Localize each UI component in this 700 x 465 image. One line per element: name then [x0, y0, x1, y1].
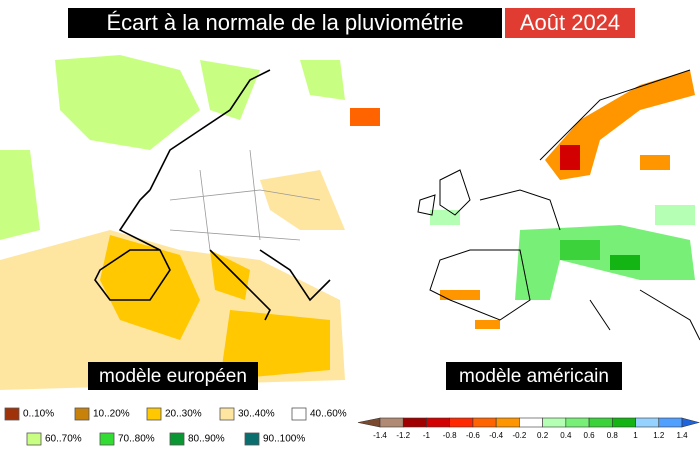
legend-swatch	[146, 407, 162, 421]
europe-map-right	[350, 40, 700, 395]
legend-swatch	[244, 432, 260, 446]
colorbar-tick-label: -1.2	[396, 431, 410, 440]
wet-cell	[655, 205, 695, 225]
colorbar-tick-label: 1.2	[653, 431, 665, 440]
colorbar-segment	[472, 417, 497, 428]
colorbar-tick-label: -1.4	[373, 431, 387, 440]
colorbar: -1.4 -1.2 -1 -0.8 -0.6 -0.4 -0.2 0.2 0.4 0.6 0.8 1 1…	[357, 417, 700, 440]
colorbar-tick-label: -0.6	[466, 431, 480, 440]
legend-label: 80..90%	[188, 434, 225, 445]
colorbar-segment	[449, 417, 474, 428]
legend-label: 10..20%	[93, 409, 130, 420]
coastline	[94, 69, 331, 321]
wet-zone	[55, 55, 200, 150]
legend-label: 90..100%	[263, 434, 305, 445]
legend-swatch	[169, 432, 185, 446]
colorbar-tick-label: -0.2	[512, 431, 526, 440]
legend-label: 70..80%	[118, 434, 155, 445]
colorbar-segment	[379, 417, 404, 428]
colorbar-tick-label: 1.4	[676, 431, 688, 440]
title: Écart à la normale de la pluviométrie	[106, 10, 463, 35]
dry-cell	[350, 108, 380, 126]
colorbar-tick-label: 0.2	[537, 431, 549, 440]
colorbar-segment	[612, 417, 636, 428]
legend-swatch	[26, 432, 42, 446]
legend-swatch	[219, 407, 235, 421]
panel-label: modèle américain	[459, 366, 609, 387]
legend-label: 0..10%	[23, 409, 54, 420]
wet-zone	[300, 60, 345, 100]
wet-zone	[200, 60, 260, 120]
colorbar-segment	[588, 417, 613, 428]
wet-cell	[560, 240, 600, 260]
colorbar-tick-label: 0.6	[584, 431, 596, 440]
label-box	[88, 362, 258, 390]
colorbar-arrow	[357, 417, 381, 428]
wet-cell	[430, 210, 460, 225]
legend-label: 20..30%	[165, 409, 202, 420]
dry-zone	[100, 235, 200, 340]
dry-cell	[560, 145, 580, 170]
dry-cell	[475, 320, 500, 329]
legend-label: 60..70%	[45, 434, 82, 445]
colorbar-tick-label: 1	[633, 431, 638, 440]
period: Août 2024	[520, 10, 620, 35]
colorbar-tick-label: -0.8	[443, 431, 457, 440]
colorbar-segment	[495, 417, 520, 428]
title-box	[68, 8, 502, 38]
period-box	[505, 8, 635, 38]
colorbar-segment	[542, 417, 567, 428]
europe-map-left	[0, 40, 350, 395]
dry-cell	[640, 155, 670, 170]
colorbar-segment	[565, 417, 590, 428]
wet-zone	[0, 150, 40, 240]
colorbar-tick-label: -1	[423, 431, 431, 440]
colorbar-tick-label: 0.8	[607, 431, 619, 440]
dry-zone	[210, 250, 250, 300]
dry-zone	[260, 170, 345, 230]
label-box	[446, 362, 622, 390]
legend: 0..10% 10..20% 20..30% 30..40% 40..60% 60..70…	[4, 407, 347, 446]
coastline	[417, 69, 700, 341]
colorbar-arrow	[681, 417, 700, 428]
colorbar-tick-label: -0.4	[489, 431, 503, 440]
border	[169, 149, 321, 251]
legend-swatch	[291, 407, 307, 421]
legend-label: 40..60%	[310, 409, 347, 420]
colorbar-segment	[658, 417, 683, 428]
dry-cell	[545, 70, 695, 180]
colorbar-segment	[519, 417, 543, 428]
colorbar-segment	[635, 417, 660, 428]
legend-label: 30..40%	[238, 409, 275, 420]
dry-cell	[440, 290, 480, 300]
wet-cell	[610, 255, 640, 270]
panel-label: modèle européen	[99, 366, 247, 387]
legend-swatch	[74, 407, 90, 421]
colorbar-segment	[426, 417, 450, 428]
legend-swatch	[99, 432, 115, 446]
colorbar-segment	[402, 417, 427, 428]
legend-swatch	[4, 407, 20, 421]
colorbar-tick-label: 0.4	[560, 431, 572, 440]
